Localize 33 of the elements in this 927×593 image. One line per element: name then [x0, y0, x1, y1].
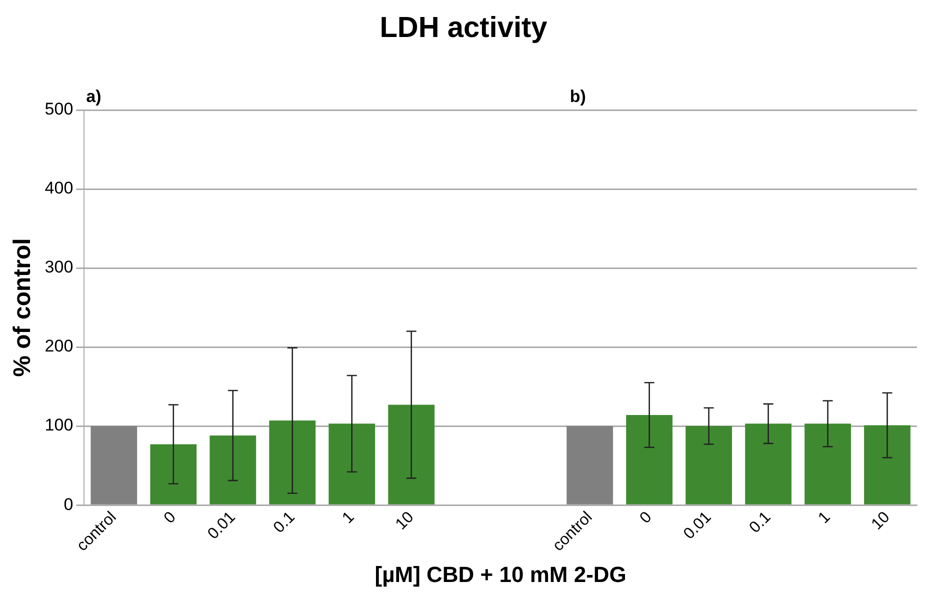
- bar: [686, 426, 732, 504]
- x-tick-label: 1: [815, 508, 834, 528]
- x-axis-title: [µM] CBD + 10 mM 2-DG: [374, 562, 626, 587]
- bar: [864, 425, 910, 504]
- x-tick-label: 0.1: [270, 508, 298, 537]
- bar: [804, 424, 851, 504]
- y-axis-title: % of control: [9, 238, 36, 377]
- x-tick-label: 0.1: [746, 508, 774, 537]
- bar: [90, 426, 138, 504]
- bar: [626, 414, 673, 504]
- y-tick-label: 200: [44, 336, 74, 356]
- x-tick-label: 10: [868, 508, 894, 534]
- text: a): [86, 87, 102, 106]
- bar: [269, 420, 316, 504]
- bar: [745, 424, 792, 504]
- y-tick-label: 400: [44, 178, 74, 198]
- bar: [566, 426, 614, 504]
- y-tick-label: 0: [64, 494, 74, 514]
- y-tick-label: 500: [44, 100, 74, 119]
- x-tick-label: 0: [636, 508, 656, 528]
- x-tick-label: 1: [339, 508, 358, 528]
- x-tick-label: 0.01: [204, 508, 239, 543]
- x-tick-label: 0: [161, 508, 180, 528]
- y-tick-label: 300: [44, 258, 74, 277]
- bar: [210, 436, 256, 504]
- bar: [328, 424, 376, 504]
- bar: [388, 404, 435, 504]
- y-tick-label: 100: [44, 416, 74, 435]
- chart-title: LDH activity: [378, 12, 548, 45]
- bar: [150, 444, 197, 504]
- x-tick-label: 0.01: [680, 508, 715, 543]
- x-tick-label: 10: [392, 508, 418, 534]
- text: b): [570, 87, 586, 106]
